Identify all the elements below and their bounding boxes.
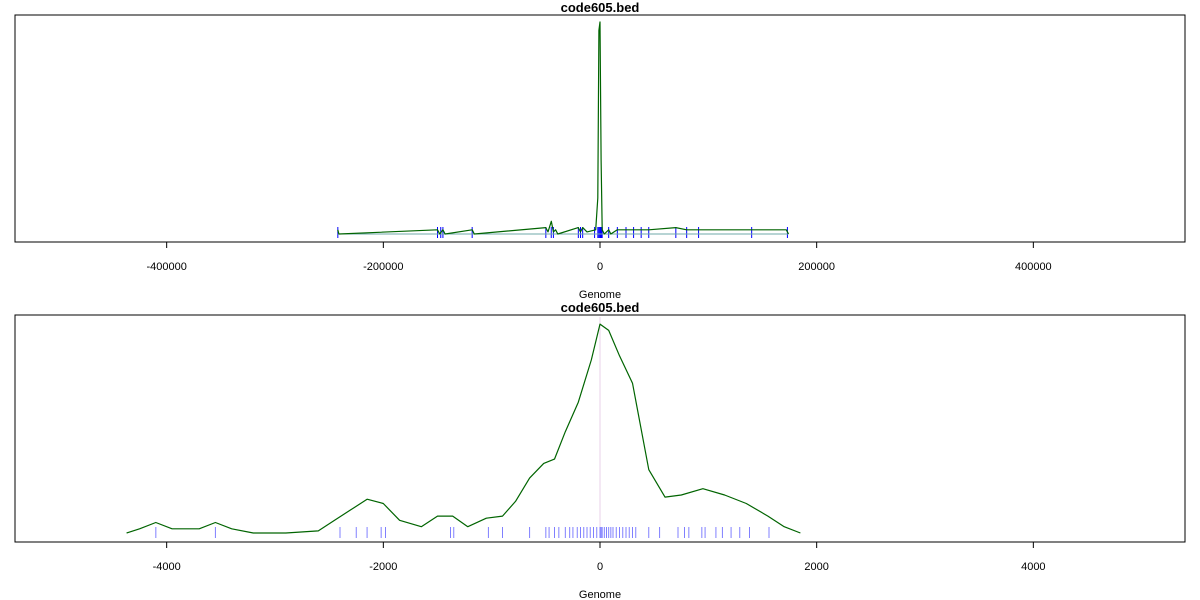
panel-bottom-series [126,323,801,534]
panel-top-x-axis: -400000 -200000 0 200000 400000 [146,241,1052,273]
density-line [126,323,801,534]
x-tick-label: -4000 [153,561,181,573]
x-tick-label: -200000 [363,261,403,273]
x-tick-label: -2000 [369,561,397,573]
x-tick-label: -400000 [146,261,186,273]
panel-top-title: code605.bed [561,0,640,15]
panel-bottom: code605.bed -4000 -2000 0 2000 4000 Genome [14,300,1186,600]
panel-top: code605.bed -400000 -200000 0 200000 400000 … [14,0,1186,301]
x-tick-label: 0 [597,561,603,573]
x-tick-label: 0 [597,261,603,273]
x-tick-label: 2000 [804,561,828,573]
x-tick-label: 4000 [1021,561,1045,573]
panel-top-x-axis-label: Genome [579,289,621,301]
x-tick-label: 400000 [1015,261,1052,273]
panel-top-series [337,21,790,235]
density-line [337,21,790,235]
panel-bottom-x-axis: -4000 -2000 0 2000 4000 [153,541,1046,573]
panel-bottom-title: code605.bed [561,300,640,315]
panel-bottom-rug [155,527,770,538]
panel-bottom-x-axis-label: Genome [579,589,621,600]
x-tick-label: 200000 [798,261,835,273]
